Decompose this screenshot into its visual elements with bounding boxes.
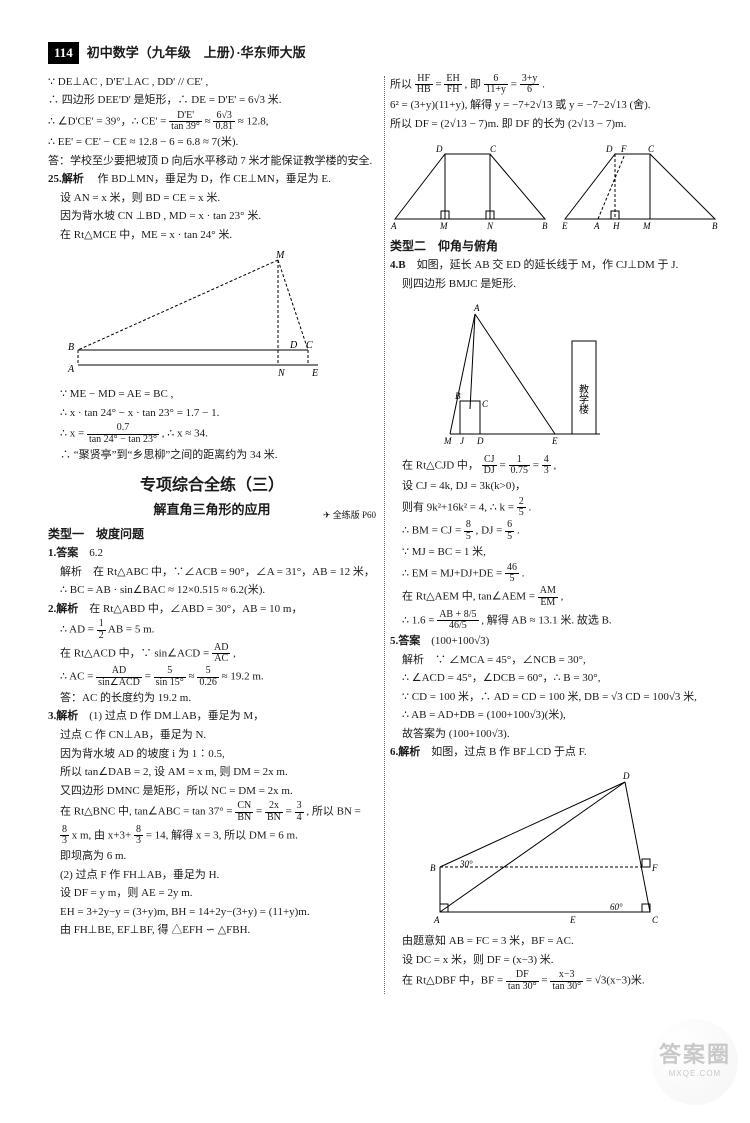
svg-text:M: M xyxy=(275,250,285,261)
svg-text:H: H xyxy=(612,221,620,231)
svg-text:B: B xyxy=(68,342,74,353)
right-column: 所以 HFHB = EHFH , 即 611+y = 3+y6 . 6² = (… xyxy=(390,72,720,994)
text-line: ∴ EE' = CE' − CE ≈ 12.8 − 6 = 6.8 ≈ 7(米)… xyxy=(48,134,376,151)
page-ref: ✈ 全练版 P60 xyxy=(323,509,376,523)
svg-text:E: E xyxy=(569,915,576,925)
svg-text:D: D xyxy=(476,436,484,446)
svg-text:B: B xyxy=(430,863,436,873)
svg-text:D: D xyxy=(289,340,298,351)
svg-text:C: C xyxy=(652,915,659,925)
svg-text:A: A xyxy=(433,915,440,925)
svg-text:教学楼: 教学楼 xyxy=(577,383,589,415)
svg-text:D: D xyxy=(605,144,613,154)
plane-icon: ✈ xyxy=(323,510,331,520)
text-line: 解析 在 Rt△ABC 中，∵∠ACB = 90°，∠A = 31°，AB = … xyxy=(48,564,376,581)
section-title: 专项综合全练（三） xyxy=(48,474,376,499)
svg-text:30°: 30° xyxy=(459,859,473,869)
svg-text:E: E xyxy=(561,221,568,231)
text-line: 因为背水坡 CN ⊥BD , MD = x · tan 23° 米. xyxy=(48,208,376,225)
svg-text:C: C xyxy=(306,340,313,351)
svg-text:F: F xyxy=(651,863,658,873)
text-line: 设 AN = x 米，则 BD = CE = x 米. xyxy=(48,190,376,207)
page-header: 114 初中数学（九年级 上册）·华东师大版 xyxy=(48,42,720,64)
svg-text:M: M xyxy=(439,221,448,231)
figure-trapezoids: A D C B M N E A D C B H M F xyxy=(390,139,720,231)
column-divider xyxy=(384,76,385,994)
svg-text:D: D xyxy=(622,771,630,781)
svg-text:N: N xyxy=(277,368,286,379)
fraction: 6√3 0.81 xyxy=(213,111,235,133)
category-b: 类型二 仰角与俯角 xyxy=(390,237,720,256)
watermark-badge: 答案圈 MXQE.COM xyxy=(652,1019,738,1105)
page-number: 114 xyxy=(48,42,79,64)
text: 作 BD⊥MN，垂足为 D，作 CE⊥MN，垂足为 E. xyxy=(87,173,331,185)
text-line: 答：学校至少要把坡顶 D 向后水平移动 7 米才能保证教学楼的安全. xyxy=(48,153,376,170)
svg-text:B: B xyxy=(455,391,461,401)
figure-triangle-1: M B A C D N E xyxy=(48,250,348,380)
fraction: 0.7 tan 24° − tan 23° xyxy=(87,423,159,445)
watermark-url: MXQE.COM xyxy=(669,1068,721,1080)
watermark-text: 答案圈 xyxy=(659,1044,731,1066)
svg-text:C: C xyxy=(482,399,489,409)
svg-text:C: C xyxy=(648,144,655,154)
fraction: D'E' tan 39° xyxy=(169,111,202,133)
text-line: ∴ ∠D'CE' = 39°，∴ CE' = D'E' tan 39° ≈ 6√… xyxy=(48,111,376,133)
svg-text:A: A xyxy=(473,303,480,313)
svg-text:F: F xyxy=(620,144,627,154)
text-line: ∴ x = 0.7 tan 24° − tan 23° , ∴ x ≈ 34. xyxy=(48,423,376,445)
text-line: ∵ DE⊥AC , D'E'⊥AC , DD' // CE' , xyxy=(48,74,376,91)
text-line: ∴ “聚贤亭”到“乡思柳”之间的距离约为 34 米. xyxy=(48,447,376,464)
text: ∴ ∠D'CE' = 39°，∴ CE' = xyxy=(48,115,169,127)
q1: 1.答案 6.2 xyxy=(48,545,376,562)
text-line: ∴ 四边形 DEE'D' 是矩形，∴ DE = D'E' = 6√3 米. xyxy=(48,92,376,109)
figure-triangle-4: D B F A E C 30° 60° xyxy=(420,767,680,927)
svg-text:A: A xyxy=(593,221,600,231)
svg-text:A: A xyxy=(67,364,75,375)
text-line: 在 Rt△MCE 中，ME = x · tan 24° 米. xyxy=(48,227,376,244)
svg-text:D: D xyxy=(435,144,443,154)
svg-text:M: M xyxy=(443,436,452,446)
svg-text:M: M xyxy=(642,221,651,231)
svg-text:A: A xyxy=(390,221,397,231)
page-title: 初中数学（九年级 上册）·华东师大版 xyxy=(87,43,306,63)
q25-heading: 25.解析 作 BD⊥MN，垂足为 D，作 CE⊥MN，垂足为 E. xyxy=(48,171,376,188)
svg-text:N: N xyxy=(486,221,494,231)
svg-text:60°: 60° xyxy=(610,902,623,912)
text: ≈ xyxy=(205,115,214,127)
category-a: 类型一 坡度问题 xyxy=(48,525,376,544)
svg-text:B: B xyxy=(712,221,718,231)
text-line: ∴ x · tan 24° − x · tan 23° = 1.7 − 1. xyxy=(48,405,376,422)
q-label: 25.解析 xyxy=(48,173,84,185)
svg-text:E: E xyxy=(311,368,318,379)
text-line: ∴ BC = AB · sin∠BAC ≈ 12×0.515 ≈ 6.2(米). xyxy=(48,582,376,599)
svg-text:E: E xyxy=(551,436,558,446)
svg-text:B: B xyxy=(542,221,548,231)
figure-building: A B C MJ D E 教学楼 xyxy=(430,299,630,449)
q2: 2.解析 在 Rt△ABD 中，∠ABD = 30°，AB = 10 m， xyxy=(48,601,376,618)
text: ≈ 12.8, xyxy=(238,115,269,127)
svg-text:J: J xyxy=(460,436,465,446)
svg-text:C: C xyxy=(490,144,497,154)
left-column: ∵ DE⊥AC , D'E'⊥AC , DD' // CE' , ∴ 四边形 D… xyxy=(48,72,376,994)
text-line: ∵ ME − MD = AE = BC , xyxy=(48,386,376,403)
